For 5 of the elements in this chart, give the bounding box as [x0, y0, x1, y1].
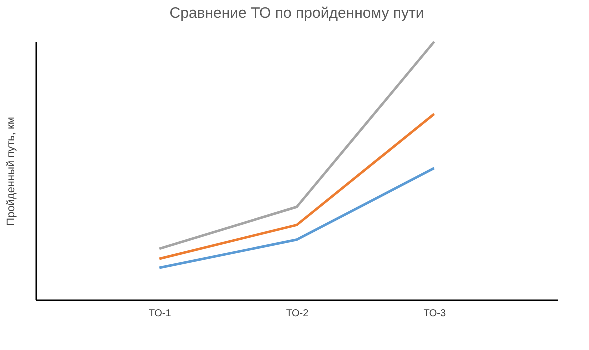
- y-axis-title: Пройденный путь, км: [6, 117, 18, 226]
- x-tick-label: ТО-2: [286, 308, 310, 320]
- x-tick-label: ТО-1: [148, 308, 172, 320]
- chart-title: Сравнение ТО по пройденному пути: [170, 4, 424, 22]
- x-tick-label: ТО-3: [424, 308, 446, 320]
